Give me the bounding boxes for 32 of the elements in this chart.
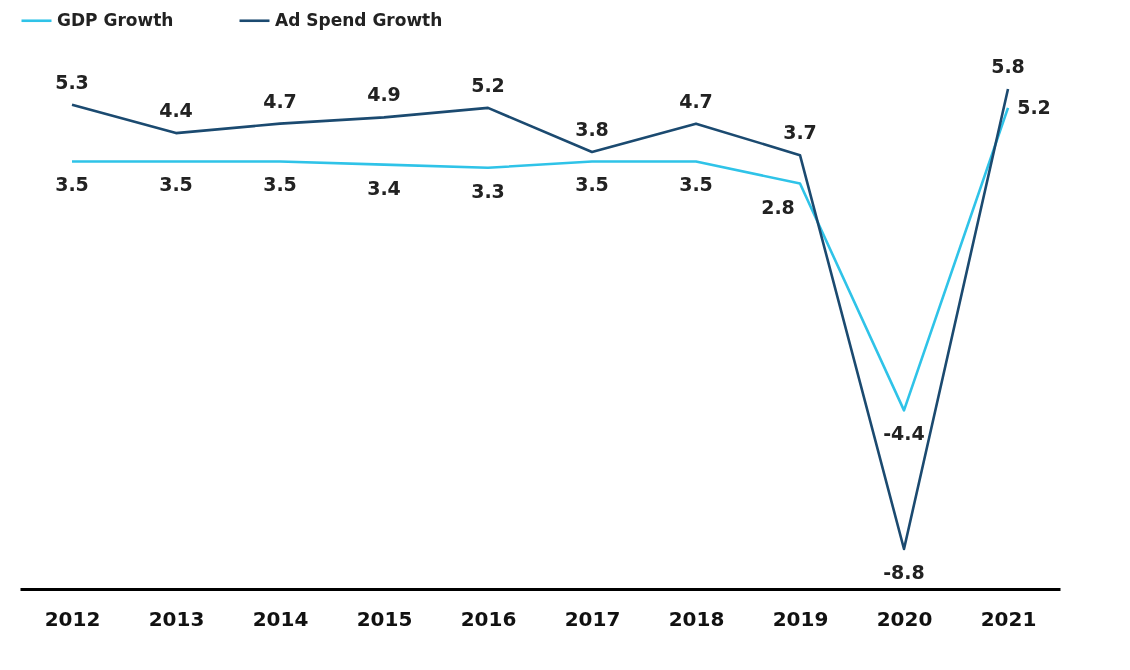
data-label: 3.5	[55, 173, 89, 196]
x-tick-label: 2021	[980, 606, 1037, 631]
data-label: 3.3	[471, 179, 505, 202]
legend-label: GDP Growth	[57, 9, 174, 30]
data-label: 3.8	[575, 118, 609, 141]
data-label: 4.4	[159, 99, 193, 122]
data-label: -4.4	[883, 422, 925, 445]
x-tick-label: 2017	[564, 606, 621, 631]
x-tick-label: 2018	[668, 606, 725, 631]
data-label: 3.4	[367, 176, 401, 199]
data-label: 4.7	[679, 89, 713, 112]
data-label: 2.8	[761, 195, 795, 218]
x-tick-label: 2012	[44, 606, 101, 631]
x-tick-label: 2020	[876, 606, 933, 631]
data-label: 5.2	[1017, 95, 1051, 118]
x-tick-label: 2015	[356, 606, 413, 631]
data-label: 3.5	[263, 173, 297, 196]
x-tick-label: 2019	[772, 606, 829, 631]
data-label: 3.5	[575, 173, 609, 196]
data-label: 4.7	[263, 89, 297, 112]
x-tick-label: 2014	[252, 606, 309, 631]
data-label: 5.2	[471, 73, 505, 96]
data-label: 3.5	[159, 173, 193, 196]
legend-label: Ad Spend Growth	[275, 9, 443, 30]
x-tick-label: 2013	[148, 606, 205, 631]
data-label: 3.7	[783, 121, 817, 144]
data-label: 3.5	[679, 173, 713, 196]
data-label: 4.9	[367, 83, 401, 106]
data-label: -8.8	[883, 561, 925, 583]
data-label: 5.8	[991, 55, 1025, 77]
x-tick-label: 2016	[460, 606, 517, 631]
data-label: 5.3	[55, 70, 89, 93]
